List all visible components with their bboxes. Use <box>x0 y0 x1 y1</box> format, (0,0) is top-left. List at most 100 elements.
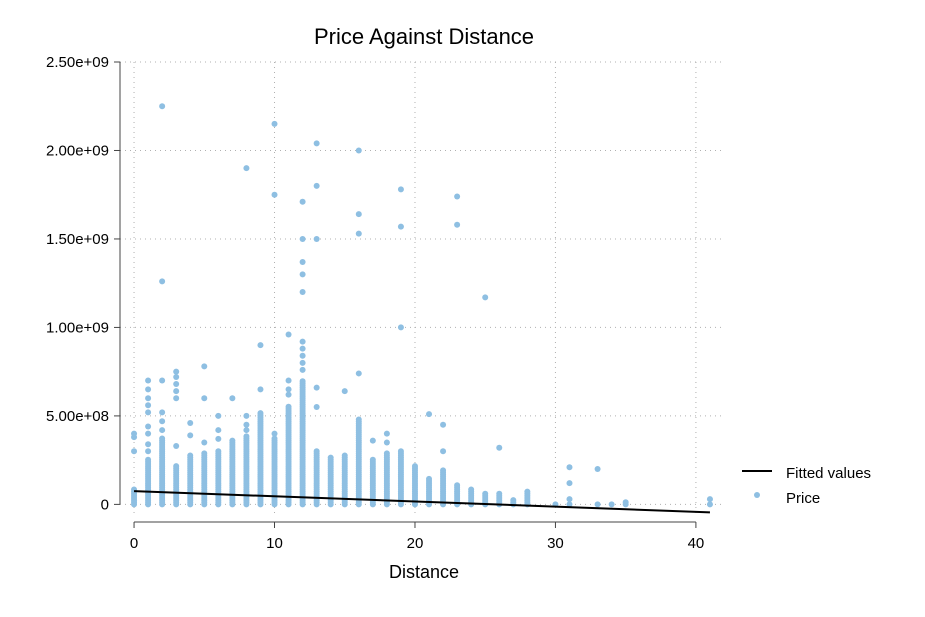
price-point <box>145 456 152 463</box>
price-point <box>173 442 180 449</box>
price-point <box>299 378 306 385</box>
price-point <box>411 463 418 470</box>
price-point <box>594 465 601 472</box>
price-point <box>355 370 362 377</box>
price-point <box>173 463 180 470</box>
grid <box>120 61 724 515</box>
price-point <box>257 386 264 393</box>
price-point <box>159 418 166 425</box>
price-point <box>454 482 461 489</box>
price-point <box>145 448 152 455</box>
x-tick-label: 40 <box>688 535 705 552</box>
price-point <box>285 391 292 398</box>
price-point <box>313 448 320 455</box>
y-tick-label: 2.50e+09 <box>46 54 109 71</box>
price-point <box>173 395 180 402</box>
price-point <box>355 211 362 218</box>
price-point <box>271 435 278 442</box>
x-tick-label: 10 <box>266 535 283 552</box>
price-point <box>299 338 306 345</box>
price-point <box>566 501 573 508</box>
price-point <box>215 448 222 455</box>
price-point <box>201 363 208 370</box>
legend-price-swatch <box>754 492 760 498</box>
price-point <box>187 432 194 439</box>
price-point <box>608 501 615 508</box>
price-point <box>173 373 180 380</box>
price-point <box>187 452 194 459</box>
price-point <box>131 430 138 437</box>
price-point <box>285 403 292 410</box>
price-point <box>271 430 278 437</box>
price-point <box>299 258 306 265</box>
price-point <box>327 454 334 461</box>
price-point <box>145 395 152 402</box>
price-point <box>426 475 433 482</box>
price-point <box>145 423 152 430</box>
price-point <box>257 410 264 417</box>
price-point <box>243 433 250 440</box>
x-tick-label: 0 <box>130 535 138 552</box>
price-point <box>299 359 306 366</box>
price-point <box>313 384 320 391</box>
fitted-line-group <box>134 490 710 514</box>
y-tick-label: 5.00e+08 <box>46 408 109 425</box>
price-point <box>594 501 601 508</box>
price-point <box>369 437 376 444</box>
price-point <box>299 271 306 278</box>
price-point <box>257 342 264 349</box>
price-point <box>145 386 152 393</box>
y-tick-label: 1.50e+09 <box>46 231 109 248</box>
price-point <box>145 430 152 437</box>
price-point <box>145 409 152 416</box>
price-point <box>468 486 475 493</box>
price-point <box>313 140 320 147</box>
price-point <box>383 450 390 457</box>
price-point <box>159 103 166 110</box>
price-point <box>482 490 489 497</box>
price-point <box>229 395 236 402</box>
price-point <box>622 499 629 506</box>
price-point <box>383 430 390 437</box>
legend-price-label: Price <box>786 490 820 507</box>
price-point <box>159 278 166 285</box>
x-tick-label: 30 <box>547 535 564 552</box>
price-point <box>299 198 306 205</box>
price-point <box>243 427 250 434</box>
price-point <box>131 448 138 455</box>
price-point <box>706 501 713 508</box>
y-tick-label: 2.00e+09 <box>46 142 109 159</box>
price-point <box>299 289 306 296</box>
price-point <box>496 444 503 451</box>
price-point <box>159 427 166 434</box>
price-point <box>243 165 250 172</box>
price-point <box>440 467 447 474</box>
price-point <box>201 439 208 446</box>
price-point <box>341 452 348 459</box>
price-point <box>215 435 222 442</box>
price-point <box>524 488 531 495</box>
price-point <box>482 294 489 301</box>
price-point <box>145 441 152 448</box>
legend-fitted-label: Fitted values <box>786 465 871 482</box>
price-point <box>271 191 278 198</box>
price-point <box>341 388 348 395</box>
x-tick-label: 20 <box>407 535 424 552</box>
price-point <box>397 448 404 455</box>
price-point <box>173 388 180 395</box>
price-point <box>299 235 306 242</box>
price-point <box>285 386 292 393</box>
price-point <box>440 421 447 428</box>
chart-title: Price Against Distance <box>314 24 534 49</box>
price-point <box>173 381 180 388</box>
price-point <box>271 120 278 127</box>
price-point <box>173 368 180 375</box>
price-point <box>145 377 152 384</box>
price-point <box>566 480 573 487</box>
price-point <box>454 193 461 200</box>
y-tick-label: 0 <box>101 496 109 513</box>
price-point <box>355 230 362 237</box>
price-point <box>285 331 292 338</box>
price-point <box>440 448 447 455</box>
